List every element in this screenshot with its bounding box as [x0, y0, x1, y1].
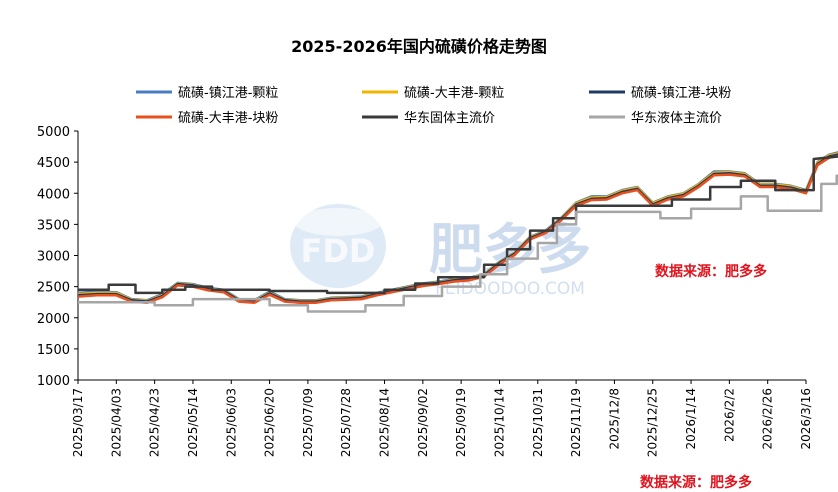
- watermark-logo-text: FDD: [301, 232, 376, 270]
- x-tick-label: 2026/3/16: [799, 388, 813, 450]
- x-tick-label: 2025/10/14: [492, 388, 506, 457]
- x-tick-label: 2025/09/02: [416, 388, 430, 457]
- y-tick-label: 4500: [37, 156, 70, 171]
- x-tick-label: 2025/09/19: [454, 388, 468, 457]
- source-label-lower: 数据来源：肥多多: [640, 474, 752, 491]
- x-tick-label: 2025/04/03: [109, 388, 123, 457]
- legend-label: 华东固体主流价: [404, 111, 495, 126]
- watermark-url: FEIDOODOO.COM: [435, 279, 585, 299]
- legend-label: 硫磺-大丰港-块粉: [178, 111, 278, 126]
- watermark: FDD 肥多多 FEIDOODOO.COM: [290, 204, 591, 299]
- x-tick-label: 2025/12/25: [646, 388, 660, 457]
- x-tick-label: 2025/10/31: [531, 388, 545, 457]
- x-tick-label: 2026/2/2: [722, 388, 736, 442]
- x-tick-label: 2025/07/09: [301, 388, 315, 457]
- y-tick-label: 1000: [37, 374, 70, 389]
- x-tick-label: 2025/08/14: [378, 388, 392, 457]
- y-tick-label: 2000: [37, 312, 70, 327]
- x-tick-label: 2026/2/26: [761, 388, 775, 450]
- y-tick-label: 1500: [37, 343, 70, 358]
- watermark-logo-swoosh: [294, 208, 382, 236]
- series-line-4: [78, 155, 838, 295]
- legend-label: 硫磺-大丰港-颗粒: [404, 86, 504, 101]
- y-tick-label: 5000: [37, 125, 70, 140]
- x-tick-label: 2025/04/23: [148, 388, 162, 457]
- legend-item-0: 硫磺-镇江港-颗粒: [136, 86, 278, 101]
- x-tick-label: 2025/11/19: [569, 388, 583, 457]
- x-tick-label: 2025/06/03: [224, 388, 238, 457]
- legend-label: 华东液体主流价: [631, 111, 722, 126]
- x-tick-label: 2025/03/17: [71, 388, 85, 457]
- x-tick-label: 2025/07/28: [339, 388, 353, 457]
- series-line-5: [78, 174, 838, 313]
- axes: 1000 1500 2000 2500 3000 3500 4000 4500 5000 2025…: [37, 125, 813, 457]
- legend-label: 硫磺-镇江港-块粉: [631, 86, 731, 101]
- y-tick-label: 3000: [37, 250, 70, 265]
- legend-item-4: 华东固体主流价: [362, 111, 495, 126]
- y-tick-label: 3500: [37, 218, 70, 233]
- x-tick-label: 2025/06/20: [263, 388, 277, 457]
- series-layer: [77, 151, 838, 313]
- chart-title: 2025-2026年国内硫磺价格走势图: [291, 37, 547, 56]
- legend-label: 硫磺-镇江港-颗粒: [178, 86, 278, 101]
- x-tick-label: 2026/1/14: [684, 388, 698, 450]
- series-line-3: [77, 154, 838, 305]
- legend-item-5: 华东液体主流价: [589, 111, 722, 126]
- source-label-upper: 数据来源：肥多多: [655, 263, 767, 280]
- x-tick-label: 2025/05/14: [186, 388, 200, 457]
- y-tick-label: 4000: [37, 187, 70, 202]
- y-tick-label: 2500: [37, 281, 70, 296]
- x-tick-label: 2025/12/8: [607, 388, 621, 450]
- legend-item-3: 硫磺-大丰港-块粉: [136, 111, 278, 126]
- legend-item-2: 硫磺-镇江港-块粉: [589, 86, 731, 101]
- legend-item-1: 硫磺-大丰港-颗粒: [362, 86, 504, 101]
